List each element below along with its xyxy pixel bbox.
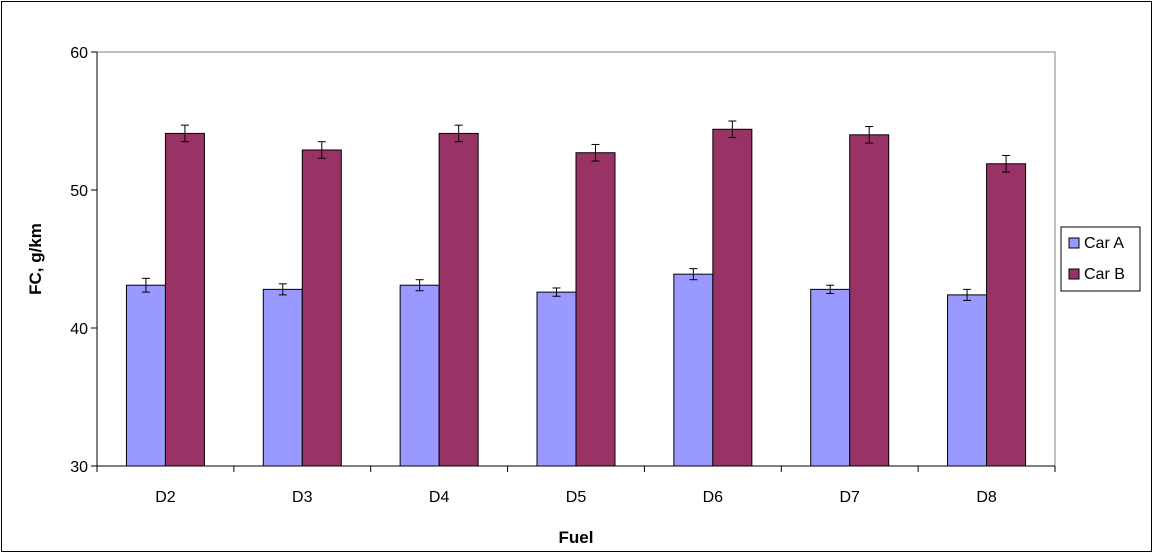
error-bar-car-b-d7 [865, 126, 874, 144]
bar-car-a-d7 [810, 288, 851, 467]
error-bar-car-b-d4 [454, 124, 463, 143]
bar-car-b-d4 [438, 132, 479, 467]
bar-car-a-d6 [673, 273, 714, 467]
error-bar-car-b-d6 [728, 120, 737, 139]
bar-car-b-d5 [575, 152, 616, 467]
bars-layer [125, 128, 1027, 467]
x-tick-label-d4: D4 [429, 489, 450, 506]
error-bar-car-a-d4 [415, 279, 424, 292]
x-tick-label-d3: D3 [292, 489, 313, 506]
bar-car-b-d3 [301, 149, 342, 467]
legend: Car A Car B [1060, 226, 1141, 292]
error-bars-layer [141, 120, 1011, 301]
y-tick-label: 40 [70, 321, 88, 338]
legend-label-car-b: Car B [1084, 266, 1125, 283]
error-bar-car-b-d2 [180, 124, 189, 143]
error-bar-car-a-d8 [963, 288, 972, 301]
x-tick-label-d8: D8 [976, 489, 997, 506]
error-bar-car-a-d6 [689, 268, 698, 281]
error-bar-car-a-d3 [278, 283, 287, 296]
legend-swatch-car-b [1068, 268, 1080, 280]
legend-swatch-car-a [1068, 237, 1080, 249]
bar-car-a-d5 [536, 291, 577, 467]
x-tick-label-d6: D6 [703, 489, 724, 506]
bar-car-a-d2 [125, 284, 166, 467]
y-tick-label: 30 [70, 459, 88, 476]
error-bar-car-b-d8 [1002, 155, 1011, 173]
x-tick-label-d5: D5 [566, 489, 587, 506]
bar-car-b-d7 [849, 134, 890, 467]
x-ticks-layer: D2 D3 D4 D5 D6 D7 D8 [96, 466, 1056, 506]
bar-car-b-d2 [164, 132, 205, 467]
x-axis-title: Fuel [559, 528, 594, 547]
error-bar-car-a-d7 [826, 284, 835, 294]
legend-label-car-a: Car A [1084, 235, 1124, 252]
y-ticks-layer: 30 40 50 60 [70, 45, 97, 476]
y-axis-title: FC, g/km [26, 223, 45, 295]
error-bar-car-b-d5 [591, 143, 600, 162]
bar-car-b-d6 [712, 128, 753, 467]
error-bar-car-a-d5 [552, 287, 561, 297]
y-tick-label: 60 [70, 45, 88, 62]
error-bar-car-b-d3 [317, 141, 326, 159]
x-tick-label-d2: D2 [155, 489, 176, 506]
y-tick-label: 50 [70, 183, 88, 200]
error-bar-car-a-d2 [141, 277, 150, 293]
bar-car-a-d4 [399, 284, 440, 467]
bar-car-a-d8 [947, 294, 988, 467]
bar-car-a-d3 [262, 288, 303, 467]
x-tick-label-d7: D7 [839, 489, 860, 506]
bar-car-b-d8 [986, 163, 1027, 467]
